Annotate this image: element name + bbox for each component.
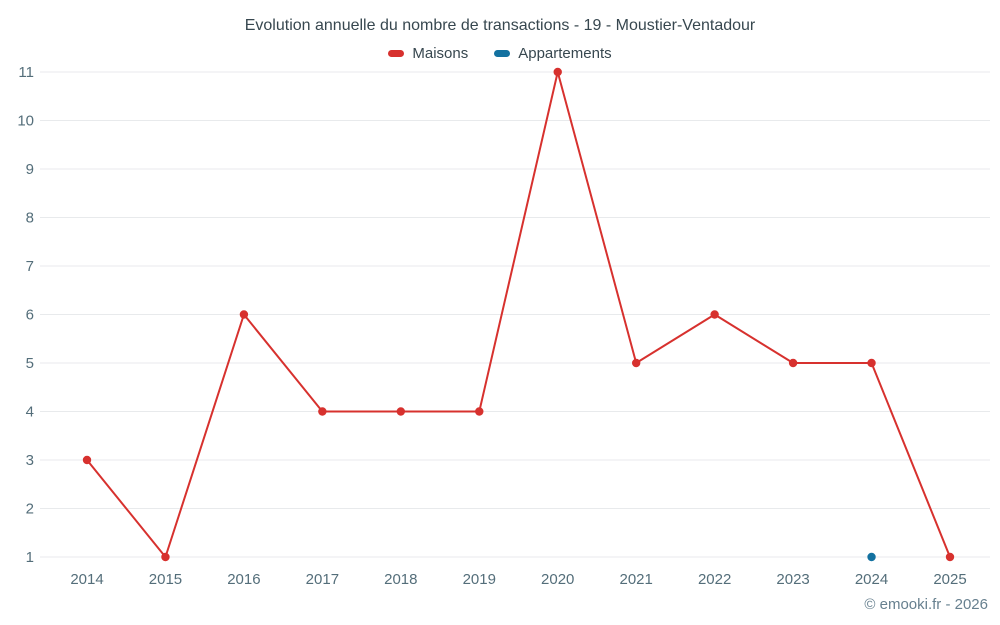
x-tick-label: 2014 [70, 571, 103, 588]
y-tick-label: 6 [26, 307, 34, 324]
maisons-point[interactable] [475, 407, 484, 416]
maisons-point[interactable] [239, 310, 249, 319]
chart-title: Evolution annuelle du nombre de transact… [244, 17, 756, 34]
x-tick-label: 2025 [933, 571, 966, 588]
y-tick-label: 8 [26, 210, 34, 227]
maisons-point[interactable] [553, 67, 562, 77]
x-tick-label: 2017 [306, 571, 339, 588]
x-tick-label: 2024 [855, 571, 888, 588]
maisons-point[interactable] [867, 358, 876, 368]
x-tick-label: 2016 [227, 571, 260, 588]
maisons-point[interactable] [396, 407, 406, 416]
appartements-point[interactable] [867, 552, 876, 562]
y-tick-label: 4 [26, 404, 34, 421]
maisons-point[interactable] [318, 407, 327, 416]
maisons-point[interactable] [788, 358, 798, 368]
x-tick-label: 2022 [698, 571, 731, 588]
maisons-point[interactable] [82, 455, 92, 465]
y-tick-label: 1 [26, 549, 34, 566]
y-tick-label: 11 [18, 64, 34, 81]
maisons-line [86, 71, 951, 558]
legend-label-appartements: Appartements [518, 45, 612, 62]
y-tick-label: 2 [26, 501, 34, 518]
legend-item-maisons[interactable]: Maisons [388, 45, 468, 62]
maisons-point[interactable] [631, 358, 641, 368]
y-tick-label: 3 [26, 452, 34, 469]
legend-label-maisons: Maisons [412, 45, 469, 62]
maisons-point[interactable] [161, 552, 170, 562]
y-tick-label: 10 [17, 113, 34, 130]
y-tick-label: 7 [26, 258, 34, 275]
x-tick-label: 2018 [384, 571, 417, 588]
y-tick-label: 9 [26, 161, 34, 178]
maisons-swatch-icon [388, 50, 405, 57]
x-tick-label: 2015 [149, 571, 182, 588]
x-tick-label: 2023 [776, 571, 809, 588]
x-tick-label: 2021 [619, 571, 652, 588]
maisons-point[interactable] [945, 552, 955, 562]
legend-item-appartements[interactable]: Appartements [494, 45, 612, 62]
x-tick-label: 2019 [463, 571, 496, 588]
watermark: © emooki.fr - 2026 [864, 596, 988, 613]
maisons-point[interactable] [710, 310, 719, 319]
y-tick-label: 5 [26, 355, 34, 372]
x-tick-label: 2020 [541, 571, 574, 588]
appartements-swatch-icon [494, 50, 511, 57]
legend: Maisons Appartements [0, 45, 1000, 62]
